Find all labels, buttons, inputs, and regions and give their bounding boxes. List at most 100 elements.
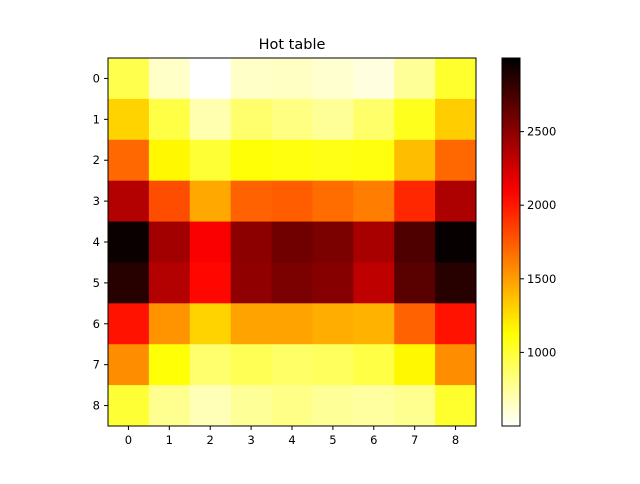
heatmap-cell [353,344,395,386]
colorbar-frame [501,57,521,427]
heatmap-cell [108,180,150,223]
colorbar-tick-label: 2000 [527,198,556,212]
heatmap-cell [108,303,150,345]
heatmap-cell [108,344,150,386]
heatmap-cell [108,385,150,427]
y-tick-label: 7 [93,358,100,372]
heatmap-cell [353,385,395,427]
colorbar-tick-label: 1500 [527,272,556,286]
heatmap-cell [435,58,477,100]
x-axis: 0 1 2 3 4 5 6 7 8 [125,426,459,447]
heatmap-cell [108,262,150,304]
heatmap-cell [435,344,477,386]
heatmap-cell [148,262,191,304]
heatmap-cell [230,139,273,182]
heatmap-cell [148,344,191,386]
heatmap-cell [394,303,436,345]
x-tick-label: 3 [247,433,254,447]
heatmap-cell [189,221,232,263]
y-tick-label: 1 [93,112,100,126]
heatmap-cell [394,58,436,100]
heatmap-cell [435,303,477,345]
heatmap-cell [230,385,273,427]
heatmap-cell [148,139,191,182]
y-tick-label: 3 [93,194,100,208]
heatmap-cell [394,139,436,182]
x-tick-label: 2 [207,433,214,447]
heatmap-cell [394,262,436,304]
heatmap-cell [189,58,232,100]
colorbar [502,58,520,426]
heatmap-cell [353,180,395,223]
y-tick-label: 6 [93,317,100,331]
heatmap-cell [148,221,191,263]
y-tick-label: 5 [93,276,100,290]
heatmap-cell [312,344,354,386]
heatmap-cell [271,98,313,141]
heatmap-cell [271,139,313,182]
heatmap-cell [271,303,313,345]
heatmap-cell [435,262,477,304]
heatmap-cell [148,303,191,345]
heatmap-cell [312,98,354,141]
heatmap-cell [230,180,273,223]
heatmap-cell [189,180,232,223]
heatmap-cell [435,139,477,182]
heatmap-cell [435,221,477,263]
heatmap-cell [108,58,150,100]
heatmap-cell [312,139,354,182]
heatmap-cell [230,262,273,304]
heatmap-cell [435,98,477,141]
colorbar-tick-label: 1000 [527,345,556,359]
y-tick-label: 0 [93,71,100,85]
chart-title: Hot table [259,37,326,53]
x-tick-label: 8 [452,433,459,447]
heatmap-cell [394,385,436,427]
y-axis: 0 1 2 3 4 5 6 7 8 [93,71,108,413]
heatmap-cell [230,303,273,345]
x-tick-label: 4 [288,433,295,447]
heatmap-cell [271,221,313,263]
heatmap-cell [353,303,395,345]
heatmap-cell [353,58,395,100]
heatmap-cell [271,385,313,427]
heatmap-cell [271,262,313,304]
heatmap-cell [230,98,273,141]
heatmap-cell [435,180,477,223]
heatmap-cell [148,180,191,223]
heatmap-cell [394,344,436,386]
y-tick-label: 8 [93,399,100,413]
heatmap-cell [148,385,191,427]
x-tick-label: 0 [125,433,132,447]
heatmap-cell [230,344,273,386]
heatmap-cell [189,303,232,345]
x-tick-label: 7 [411,433,418,447]
heatmap-cell [312,180,354,223]
x-tick-label: 5 [329,433,336,447]
heatmap-cell [394,221,436,263]
x-tick-label: 1 [166,433,173,447]
heatmap-cell [394,180,436,223]
heatmap-cell [148,98,191,141]
heatmap-cell [271,180,313,223]
heatmap-cell [435,385,477,427]
heatmap-cell [108,98,150,141]
colorbar-tick-label: 2500 [527,125,556,139]
x-tick-label: 6 [370,433,377,447]
heatmap-cell [312,221,354,263]
heatmap-cell [108,221,150,263]
heatmap-cell [271,344,313,386]
heatmap-cell [189,344,232,386]
heatmap-cell [148,58,191,100]
heatmap-cell [353,262,395,304]
heatmap-cell [394,98,436,141]
colorbar-axis: 1000 1500 2000 2500 [520,125,556,359]
heatmap-cell [230,221,273,263]
heatmap-cell [312,58,354,100]
heatmap-cell [271,58,313,100]
heatmap-cell [353,221,395,263]
heatmap-cell [353,139,395,182]
heatmap-cell [189,139,232,182]
